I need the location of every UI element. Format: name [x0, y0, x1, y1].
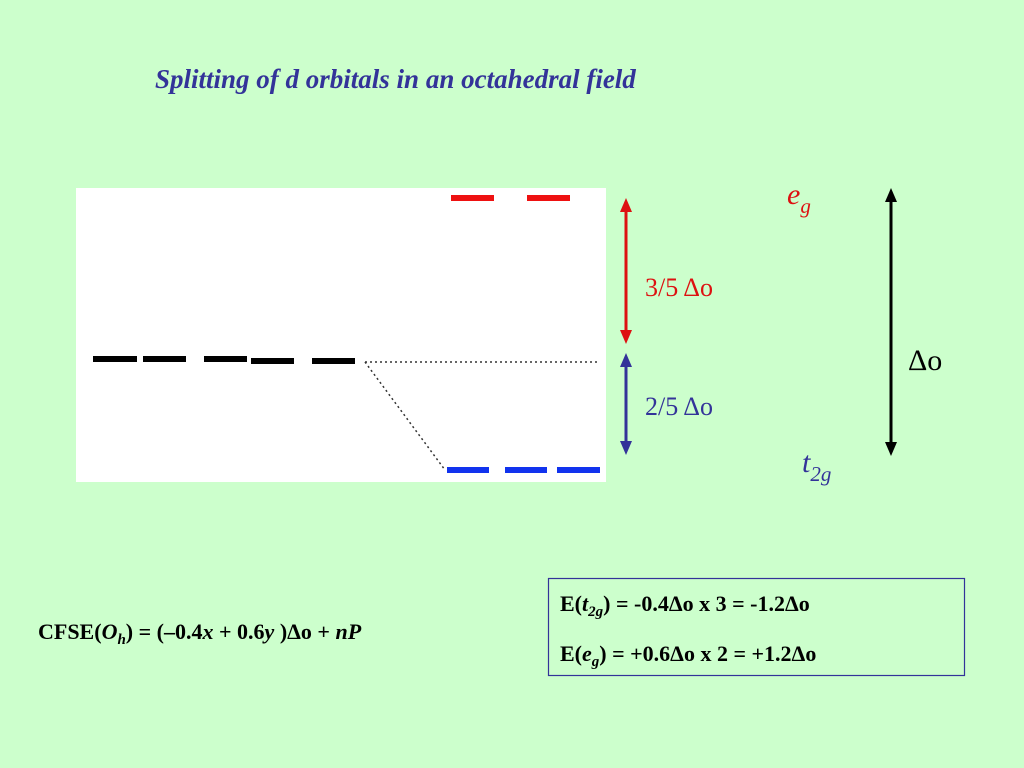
t2g-sub: 2g: [810, 462, 831, 486]
arrow-head: [620, 198, 632, 212]
energy-prefix: E(: [560, 591, 582, 616]
formula-part: h: [117, 632, 125, 648]
arrow-head: [885, 188, 897, 202]
energy-rest: ) = -0.4Δo x 3 = -1.2Δo: [603, 591, 810, 616]
lower-gap-label: 2/5 Δo: [645, 392, 713, 421]
diagram-panel: [76, 188, 606, 482]
formula-part: ) = (–0.4: [126, 619, 203, 644]
title: Splitting of d orbitals in an octahedral…: [155, 64, 636, 94]
lower-arrow: [620, 353, 632, 455]
arrow-head: [620, 353, 632, 367]
energy-symbol: t: [582, 591, 589, 616]
formula-part: O: [102, 619, 118, 644]
t2g-label: t2g: [802, 446, 831, 486]
energy-sub: g: [591, 654, 600, 670]
energy-prefix: E(: [560, 641, 582, 666]
eg-main: e: [787, 178, 800, 211]
cfse-formula: CFSE(Oh) = (–0.4x + 0.6y )Δo + nP: [38, 619, 362, 648]
formula-part: + 0.6: [214, 619, 265, 644]
t2g-main: t: [802, 446, 811, 479]
total-arrow: [885, 188, 897, 456]
eg-label: eg: [787, 178, 811, 218]
formula-part: x: [202, 619, 214, 644]
upper-arrow: [620, 198, 632, 344]
total-gap-label: Δo: [908, 344, 942, 377]
energy-rest: ) = +0.6Δo x 2 = +1.2Δo: [599, 641, 816, 666]
energy-sub: 2g: [587, 604, 604, 620]
arrow-head: [620, 441, 632, 455]
energy-line: E(eg) = +0.6Δo x 2 = +1.2Δo: [560, 641, 816, 670]
energy-box: [547, 577, 966, 677]
eg-sub: g: [800, 194, 811, 218]
formula-part: CFSE(: [38, 619, 102, 644]
degenerate-levels: [93, 356, 355, 364]
formula-part: y: [262, 619, 275, 644]
formula-part: )Δo +: [274, 619, 335, 644]
upper-gap-label: 3/5 Δo: [645, 273, 713, 302]
formula-part: nP: [335, 619, 361, 644]
arrow-head: [885, 442, 897, 456]
energy-line: E(t2g) = -0.4Δo x 3 = -1.2Δo: [560, 591, 810, 620]
energy-symbol: e: [582, 641, 592, 666]
arrow-head: [620, 330, 632, 344]
